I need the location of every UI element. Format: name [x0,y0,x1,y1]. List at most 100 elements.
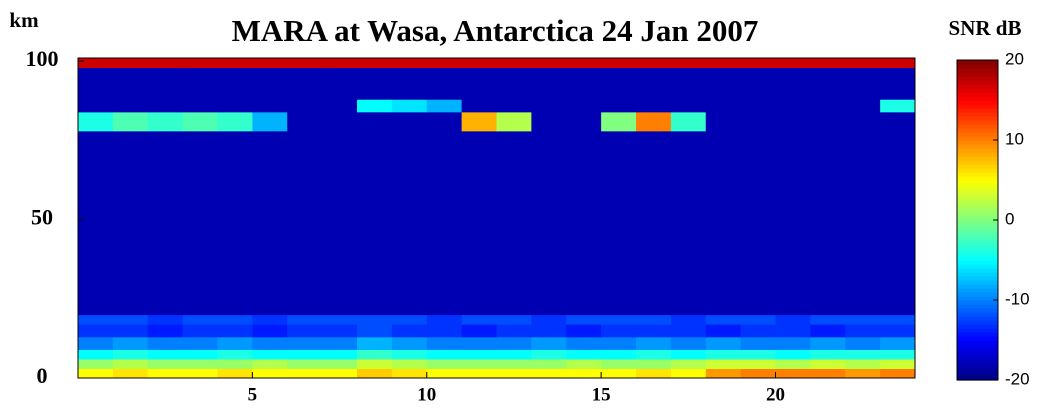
heatmap-cell [566,58,601,68]
heatmap-cell [776,68,811,100]
heatmap-cell [148,131,183,315]
heatmap-cell [218,359,253,369]
heatmap-cell [148,359,183,369]
heatmap-cell [531,324,566,337]
heatmap-cell [810,337,845,350]
heatmap-cell [357,131,392,315]
colorbar-step [957,104,998,109]
colorbar-step [957,92,998,97]
heatmap-cell [601,368,636,378]
heatmap-cell [531,58,566,68]
heatmap-cell [322,359,357,369]
heatmap-cell [810,112,845,132]
heatmap-cell [706,58,741,68]
heatmap-cell [706,324,741,337]
heatmap-cell [357,359,392,369]
heatmap-cell [880,315,915,325]
heatmap-cell [218,324,253,337]
heatmap-cell [776,368,811,378]
heatmap-cell [148,112,183,132]
heatmap-cell [880,337,915,350]
heatmap-cell [113,315,148,325]
heatmap-cell [706,131,741,315]
heatmap-cell [287,112,322,132]
heatmap-cell [741,349,776,359]
colorbar-tick-label: -20 [1005,369,1030,388]
colorbar-step [957,280,998,285]
heatmap-cell [357,324,392,337]
colorbar-step [957,216,998,221]
heatmap-cell [427,324,462,337]
colorbar-step [957,316,998,321]
heatmap-cell [287,131,322,315]
heatmap-cell [601,349,636,359]
heatmap-cell [183,112,218,132]
heatmap-cell [880,58,915,68]
heatmap-cell [845,337,880,350]
heatmap-cell [810,349,845,359]
heatmap-cell [218,131,253,315]
heatmap-cell [148,315,183,325]
colorbar-step [957,108,998,113]
heatmap-cell [776,324,811,337]
heatmap-cell [322,315,357,325]
heatmap-cell [531,131,566,315]
colorbar-step [957,224,998,229]
heatmap-cell [741,99,776,112]
heatmap-cell [113,324,148,337]
heatmap-cell [322,58,357,68]
heatmap-cell [287,337,322,350]
heatmap-cell [776,112,811,132]
heatmap-cell [148,68,183,100]
colorbar-step [957,184,998,189]
colorbar-step [957,68,998,73]
heatmap-cell [392,58,427,68]
heatmap-cell [287,315,322,325]
heatmap-cell [183,68,218,100]
heatmap-cell [776,315,811,325]
heatmap-cell [636,112,671,132]
heatmap-cell [845,112,880,132]
colorbar-step [957,176,998,181]
heatmap-cell [183,58,218,68]
heatmap-cell [845,99,880,112]
heatmap-cell [636,315,671,325]
heatmap-cell [357,368,392,378]
colorbar-step [957,288,998,293]
colorbar-step [957,164,998,169]
heatmap-cell [357,58,392,68]
heatmap-cell [322,349,357,359]
heatmap-cell [636,68,671,100]
heatmap-cell [601,315,636,325]
heatmap-cell [427,337,462,350]
colorbar-step [957,276,998,281]
heatmap-cell [497,99,532,112]
heatmap-cell [427,359,462,369]
heatmap-cell [218,349,253,359]
colorbar-step [957,228,998,233]
chart: MARA at Wasa, Antarctica 24 Jan 2007 km … [0,0,1047,408]
colorbar-tick-label: 10 [1005,129,1024,148]
heatmap-cell [671,58,706,68]
colorbar-step [957,332,998,337]
heatmap-cell [218,112,253,132]
heatmap-cell [845,349,880,359]
heatmap-cell [322,337,357,350]
heatmap-cell [218,315,253,325]
heatmap-cell [218,368,253,378]
heatmap-cell [880,131,915,315]
colorbar-step [957,112,998,117]
heatmap-cell [741,315,776,325]
heatmap-cell [706,337,741,350]
heatmap-cell [113,68,148,100]
heatmap-cell [880,99,915,112]
colorbar-step [957,356,998,361]
heatmap-cell [183,99,218,112]
heatmap-cell [880,359,915,369]
heatmap-cell [706,349,741,359]
heatmap-cell [462,337,497,350]
colorbar-step [957,204,998,209]
heatmap-cell [148,337,183,350]
heatmap-cell [78,131,113,315]
colorbar-step [957,188,998,193]
